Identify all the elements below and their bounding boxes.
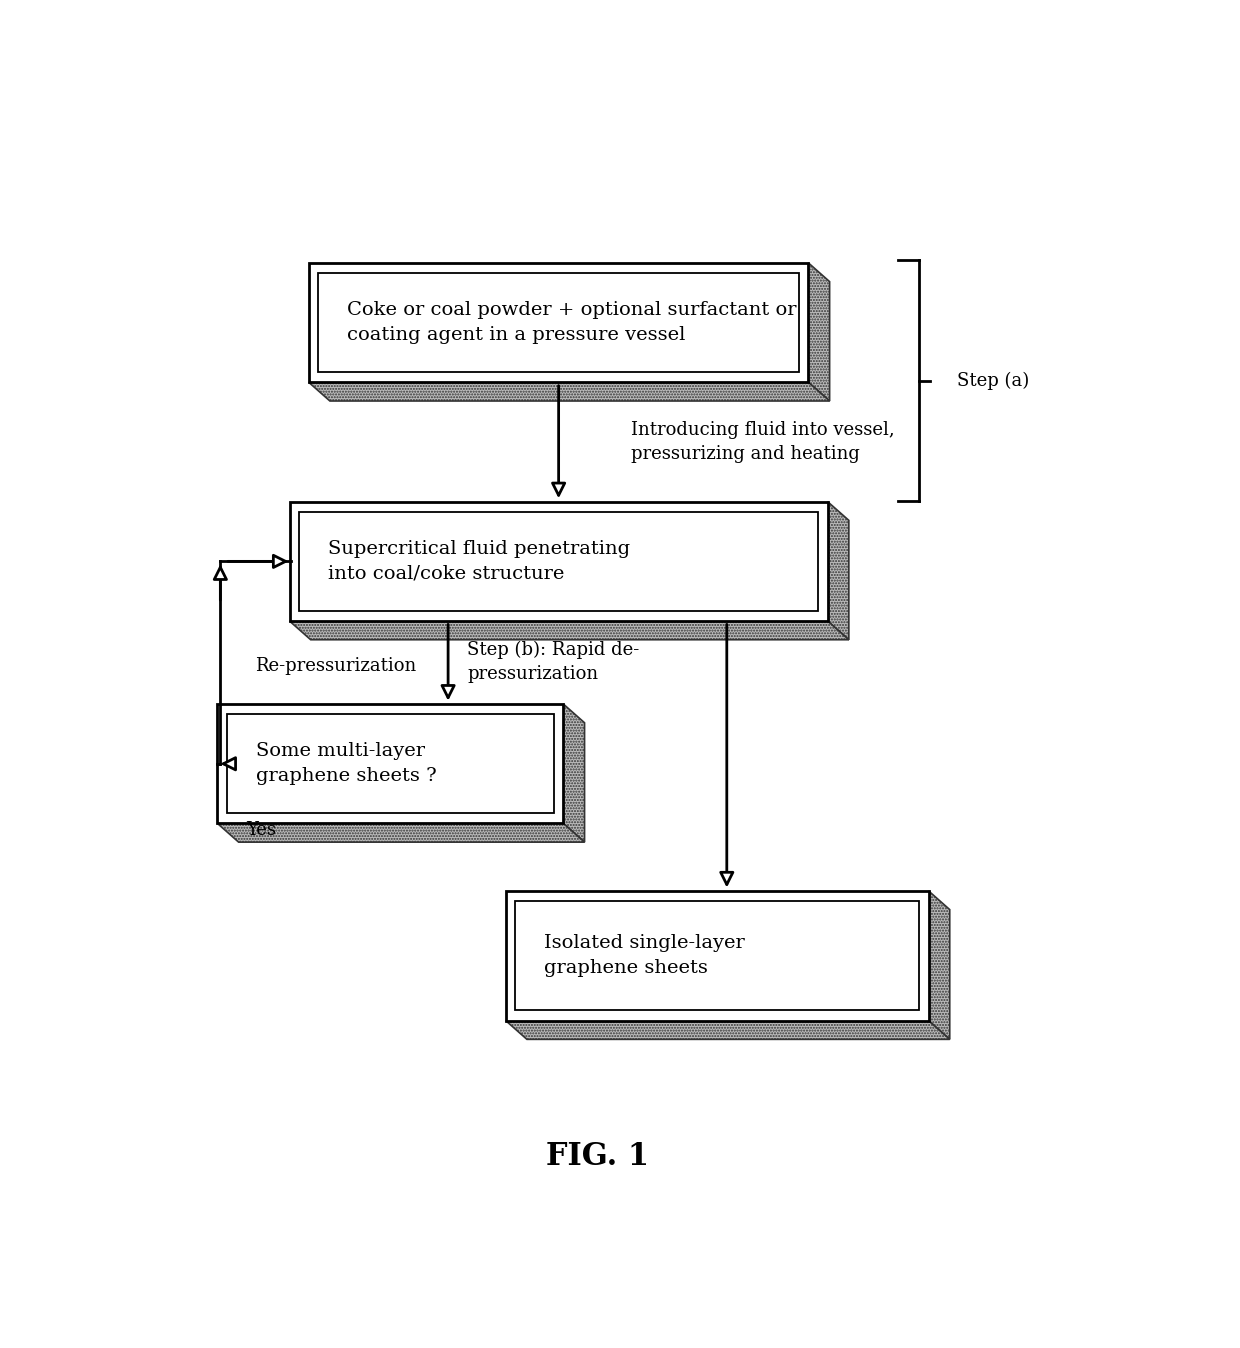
Polygon shape xyxy=(563,704,584,842)
Bar xyxy=(506,891,929,1020)
Polygon shape xyxy=(828,501,849,640)
Bar xyxy=(309,263,808,383)
Polygon shape xyxy=(506,1020,950,1039)
Text: Step (a): Step (a) xyxy=(957,372,1029,390)
Polygon shape xyxy=(289,621,849,640)
Text: FIG. 1: FIG. 1 xyxy=(546,1140,649,1171)
Text: Yes: Yes xyxy=(247,821,277,840)
Text: Coke or coal powder + optional surfactant or
coating agent in a pressure vessel: Coke or coal powder + optional surfactan… xyxy=(347,301,796,344)
Bar xyxy=(289,501,828,621)
Bar xyxy=(319,274,799,372)
Polygon shape xyxy=(808,263,830,400)
Polygon shape xyxy=(929,891,950,1039)
Bar xyxy=(516,902,919,1010)
Bar xyxy=(217,704,563,824)
Polygon shape xyxy=(309,383,830,400)
Text: Introducing fluid into vessel,
pressurizing and heating: Introducing fluid into vessel, pressuriz… xyxy=(631,421,894,462)
Polygon shape xyxy=(217,824,584,842)
Bar xyxy=(227,714,554,813)
Text: Re-pressurization: Re-pressurization xyxy=(255,658,417,675)
Bar xyxy=(299,512,818,611)
Text: Isolated single-layer
graphene sheets: Isolated single-layer graphene sheets xyxy=(544,934,745,977)
FancyArrowPatch shape xyxy=(228,555,285,568)
Text: Step (b): Rapid de-
pressurization: Step (b): Rapid de- pressurization xyxy=(467,642,640,683)
Text: Some multi-layer
graphene sheets ?: Some multi-layer graphene sheets ? xyxy=(255,743,436,786)
Text: Supercritical fluid penetrating
into coal/coke structure: Supercritical fluid penetrating into coa… xyxy=(327,541,630,582)
